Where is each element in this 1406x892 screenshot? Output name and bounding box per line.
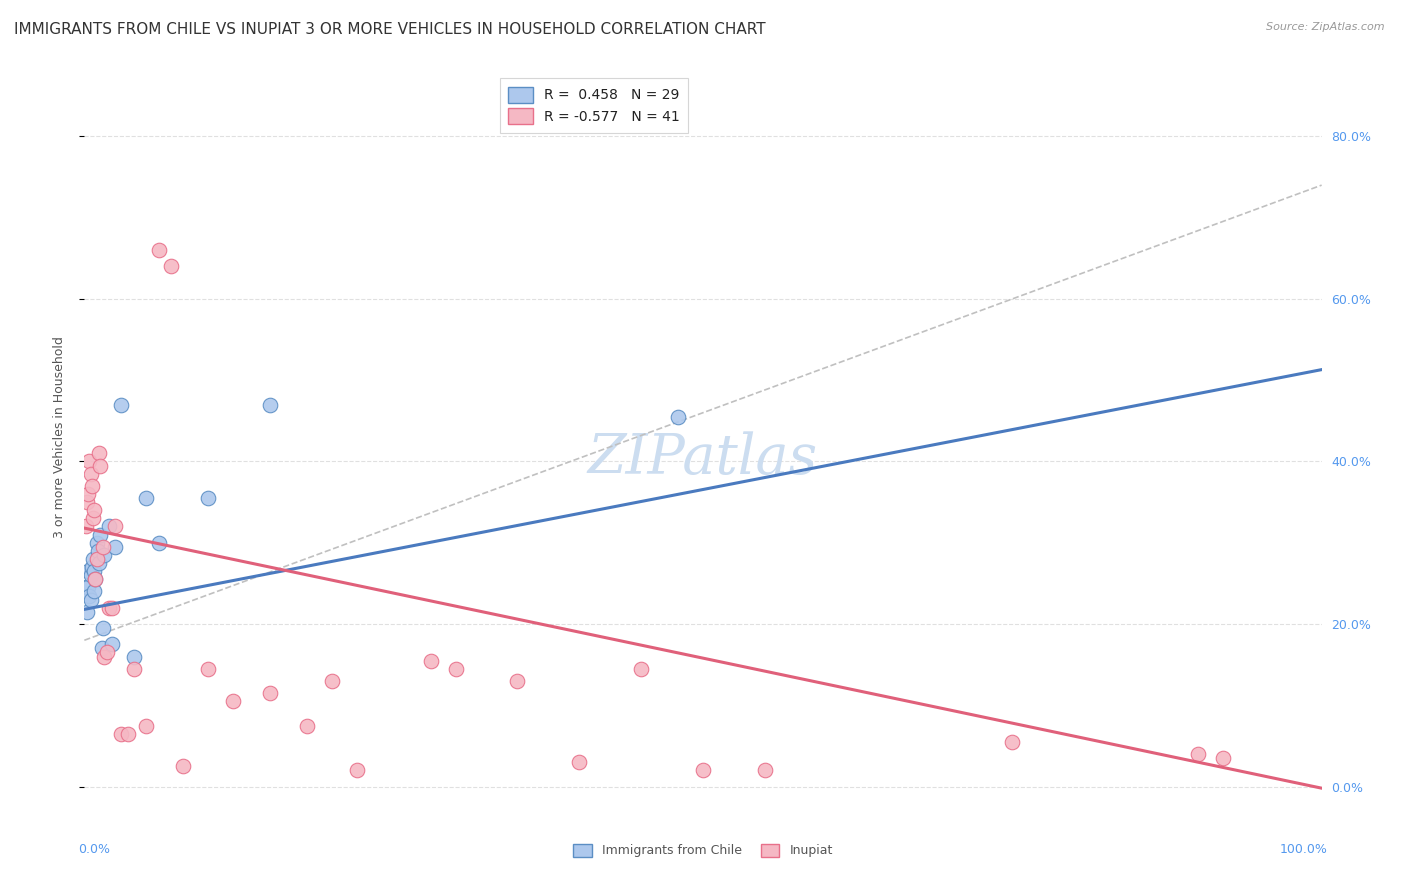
Point — [346, 764, 368, 778]
Point — [100, 637, 122, 651]
Point — [1212, 751, 1234, 765]
Point — [197, 491, 219, 505]
Point — [666, 409, 689, 424]
Point — [79, 467, 101, 481]
Point — [1001, 735, 1024, 749]
Point — [84, 572, 107, 586]
Point — [76, 495, 98, 509]
Text: Source: ZipAtlas.com: Source: ZipAtlas.com — [1267, 22, 1385, 32]
Point — [91, 621, 114, 635]
Point — [86, 552, 108, 566]
Point — [104, 519, 127, 533]
Point — [630, 662, 652, 676]
Text: 100.0%: 100.0% — [1279, 843, 1327, 856]
Point — [172, 759, 194, 773]
Point — [110, 398, 132, 412]
Point — [568, 755, 591, 769]
Y-axis label: 3 or more Vehicles in Household: 3 or more Vehicles in Household — [53, 336, 66, 538]
Point — [100, 600, 122, 615]
Point — [79, 589, 101, 603]
Point — [135, 718, 157, 732]
Point — [160, 260, 183, 274]
Point — [122, 662, 145, 676]
Point — [89, 527, 111, 541]
Point — [82, 552, 104, 566]
Point — [87, 544, 110, 558]
Text: IMMIGRANTS FROM CHILE VS INUPIAT 3 OR MORE VEHICLES IN HOUSEHOLD CORRELATION CHA: IMMIGRANTS FROM CHILE VS INUPIAT 3 OR MO… — [14, 22, 766, 37]
Point — [110, 727, 132, 741]
Point — [96, 645, 118, 659]
Legend: Immigrants from Chile, Inupiat: Immigrants from Chile, Inupiat — [568, 838, 838, 863]
Point — [197, 662, 219, 676]
Point — [148, 243, 170, 257]
Point — [83, 564, 105, 578]
Point — [80, 560, 103, 574]
Point — [79, 454, 101, 468]
Point — [98, 600, 121, 615]
Point — [89, 556, 111, 570]
Text: 0.0%: 0.0% — [79, 843, 110, 856]
Point — [90, 641, 112, 656]
Point — [295, 718, 318, 732]
Point — [321, 673, 343, 688]
Point — [79, 568, 101, 582]
Point — [117, 727, 139, 741]
Point — [83, 584, 105, 599]
Point — [86, 535, 108, 549]
Point — [84, 572, 107, 586]
Point — [692, 764, 714, 778]
Point — [79, 592, 101, 607]
Point — [89, 458, 111, 473]
Point — [83, 503, 105, 517]
Point — [148, 535, 170, 549]
Point — [93, 649, 115, 664]
Point — [222, 694, 245, 708]
Point — [259, 686, 281, 700]
Point — [80, 479, 103, 493]
Point — [75, 519, 97, 533]
Point — [98, 519, 121, 533]
Point — [91, 540, 114, 554]
Point — [77, 487, 100, 501]
Point — [135, 491, 157, 505]
Point — [76, 605, 98, 619]
Point — [259, 398, 281, 412]
Point — [89, 446, 111, 460]
Point — [444, 662, 467, 676]
Point — [77, 581, 100, 595]
Point — [122, 649, 145, 664]
Point — [754, 764, 776, 778]
Point — [419, 654, 441, 668]
Point — [82, 511, 104, 525]
Text: ZIPatlas: ZIPatlas — [588, 432, 818, 486]
Point — [1187, 747, 1209, 761]
Point — [77, 564, 100, 578]
Point — [104, 540, 127, 554]
Point — [506, 673, 529, 688]
Point — [75, 581, 97, 595]
Point — [93, 548, 115, 562]
